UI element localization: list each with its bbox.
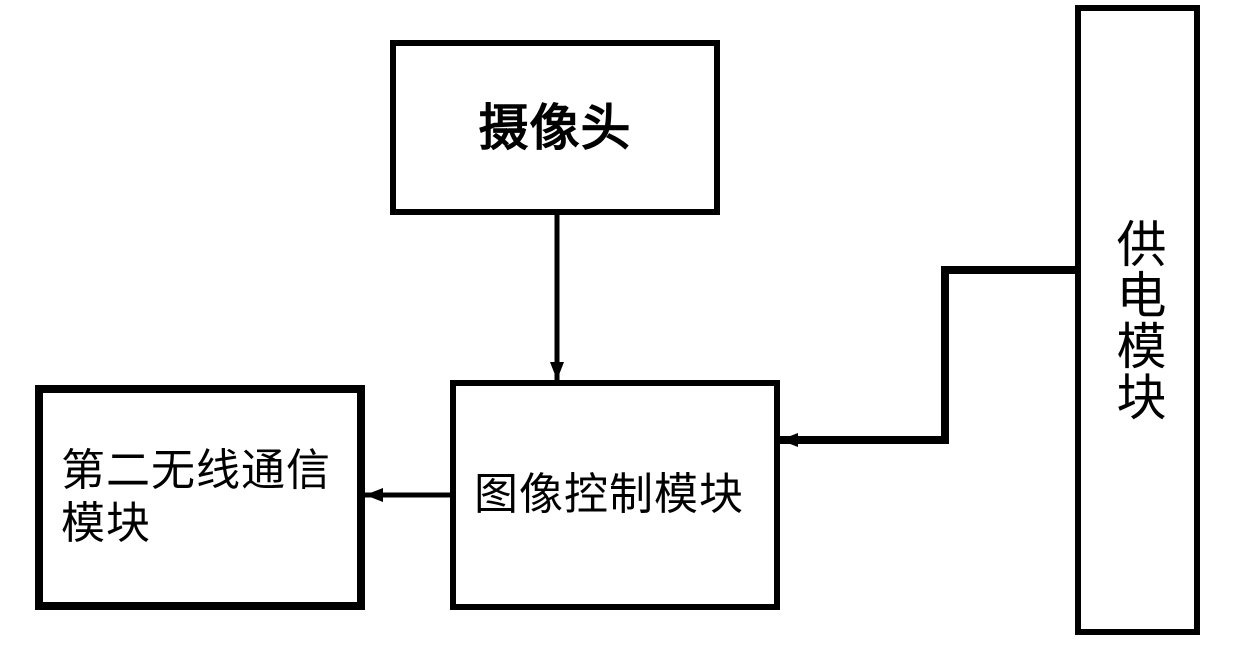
- node-image-control-label: 图像控制模块: [474, 469, 744, 522]
- edge-power-to-image_ctrl: [780, 270, 1075, 440]
- arrowhead-icon: [550, 362, 564, 380]
- node-power-supply: 供电模块: [1075, 5, 1200, 635]
- node-power-supply-label: 供电模块: [1108, 218, 1168, 422]
- node-wireless-comm: 第二无线通信模块: [35, 385, 365, 610]
- arrowhead-icon: [365, 488, 383, 502]
- node-wireless-comm-label: 第二无线通信模块: [61, 445, 339, 551]
- node-camera-label: 摄像头: [479, 98, 632, 158]
- node-camera: 摄像头: [390, 40, 720, 215]
- node-image-control: 图像控制模块: [450, 380, 780, 610]
- diagram-canvas: 摄像头 图像控制模块 第二无线通信模块 供电模块: [0, 0, 1240, 654]
- arrowhead-icon: [780, 433, 798, 447]
